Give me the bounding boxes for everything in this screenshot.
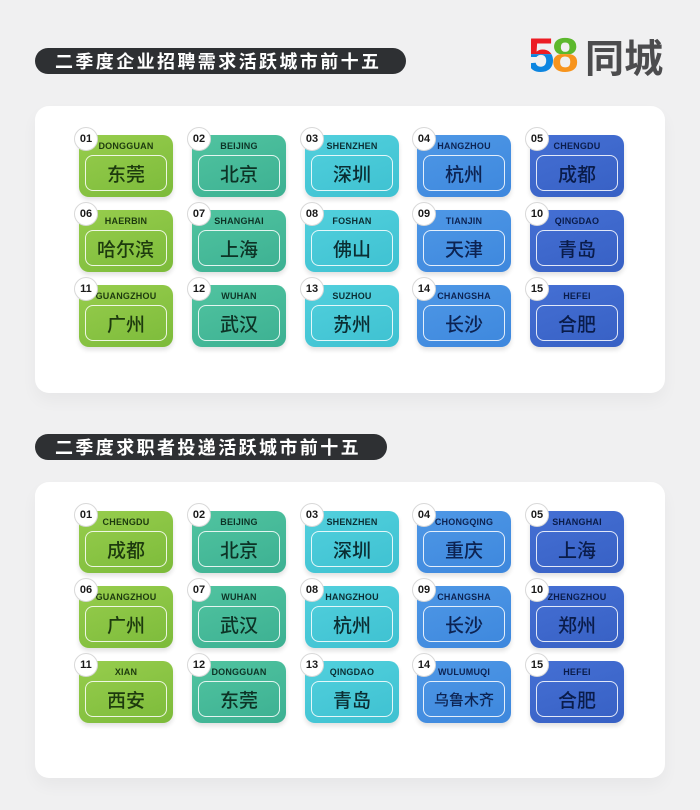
svg-text:同城: 同城 (585, 39, 663, 82)
